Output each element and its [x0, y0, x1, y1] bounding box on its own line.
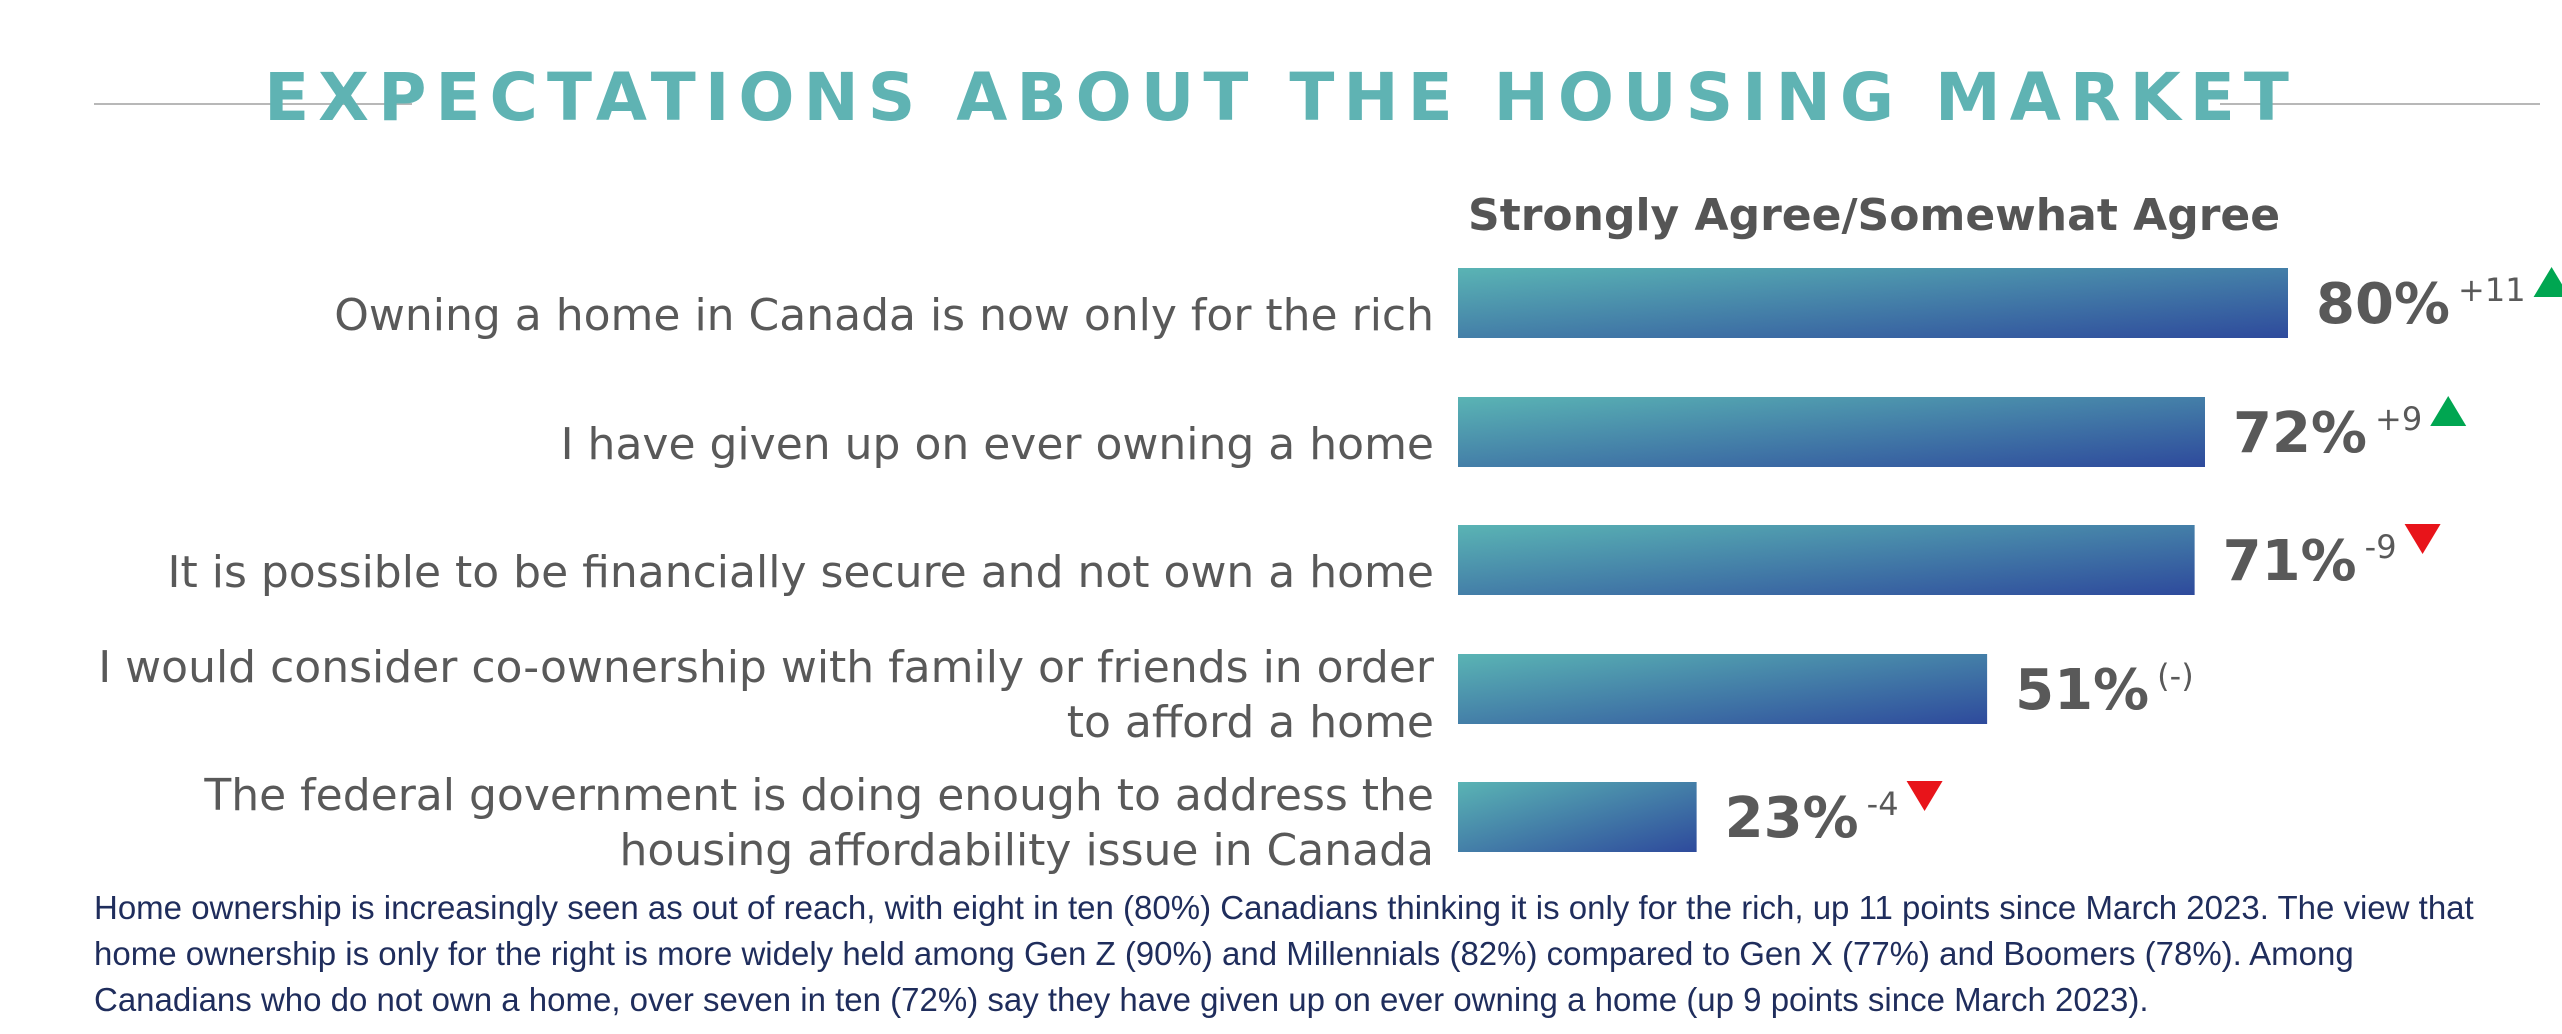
- category-label-4: I would consider co-ownership with famil…: [98, 642, 1434, 748]
- down-arrow-icon-5: [1906, 781, 1943, 811]
- up-arrow-icon-2: [2430, 396, 2467, 426]
- value-label-5: 23%: [1725, 786, 1859, 851]
- chart-title: EXPECTATIONS ABOUT THE HOUSING MARKET: [264, 59, 2298, 136]
- bar-4: [1458, 654, 1988, 724]
- bar-5: [1458, 782, 1697, 852]
- category-label-3: It is possible to be financially secure …: [167, 546, 1434, 598]
- footnote: Home ownership is increasingly seen as o…: [94, 889, 2474, 1018]
- category-label-1: Owning a home in Canada is now only for …: [334, 289, 1434, 341]
- bar-3: [1458, 525, 2195, 595]
- up-arrow-icon-1: [2533, 267, 2562, 297]
- bar-chart: 80% +11 72% +9 71% -9 51% (-) 23% -4: [1458, 267, 2562, 852]
- bar-2: [1458, 397, 2205, 467]
- value-label-4: 51%: [2015, 658, 2149, 723]
- title-rule-left: [94, 103, 412, 105]
- value-label-1: 80%: [2316, 272, 2450, 337]
- change-label-1: +11: [2458, 271, 2526, 309]
- value-label-2: 72%: [2233, 401, 2367, 466]
- down-arrow-icon-3: [2404, 524, 2441, 554]
- change-label-3: -9: [2365, 528, 2397, 566]
- change-label-5: -4: [1867, 785, 1899, 823]
- title-rule-right: [2220, 103, 2540, 105]
- bars-group: 80% +11 72% +9 71% -9 51% (-) 23% -4: [1458, 267, 2562, 852]
- value-label-3: 71%: [2223, 529, 2357, 594]
- bar-1: [1458, 268, 2288, 338]
- category-label-5: The federal government is doing enough t…: [204, 770, 1434, 876]
- change-label-2: +9: [2375, 400, 2422, 438]
- category-label-2: I have given up on ever owning a home: [560, 418, 1434, 470]
- series-label: Strongly Agree/Somewhat Agree: [1468, 190, 2281, 241]
- change-label-4: (-): [2157, 657, 2194, 695]
